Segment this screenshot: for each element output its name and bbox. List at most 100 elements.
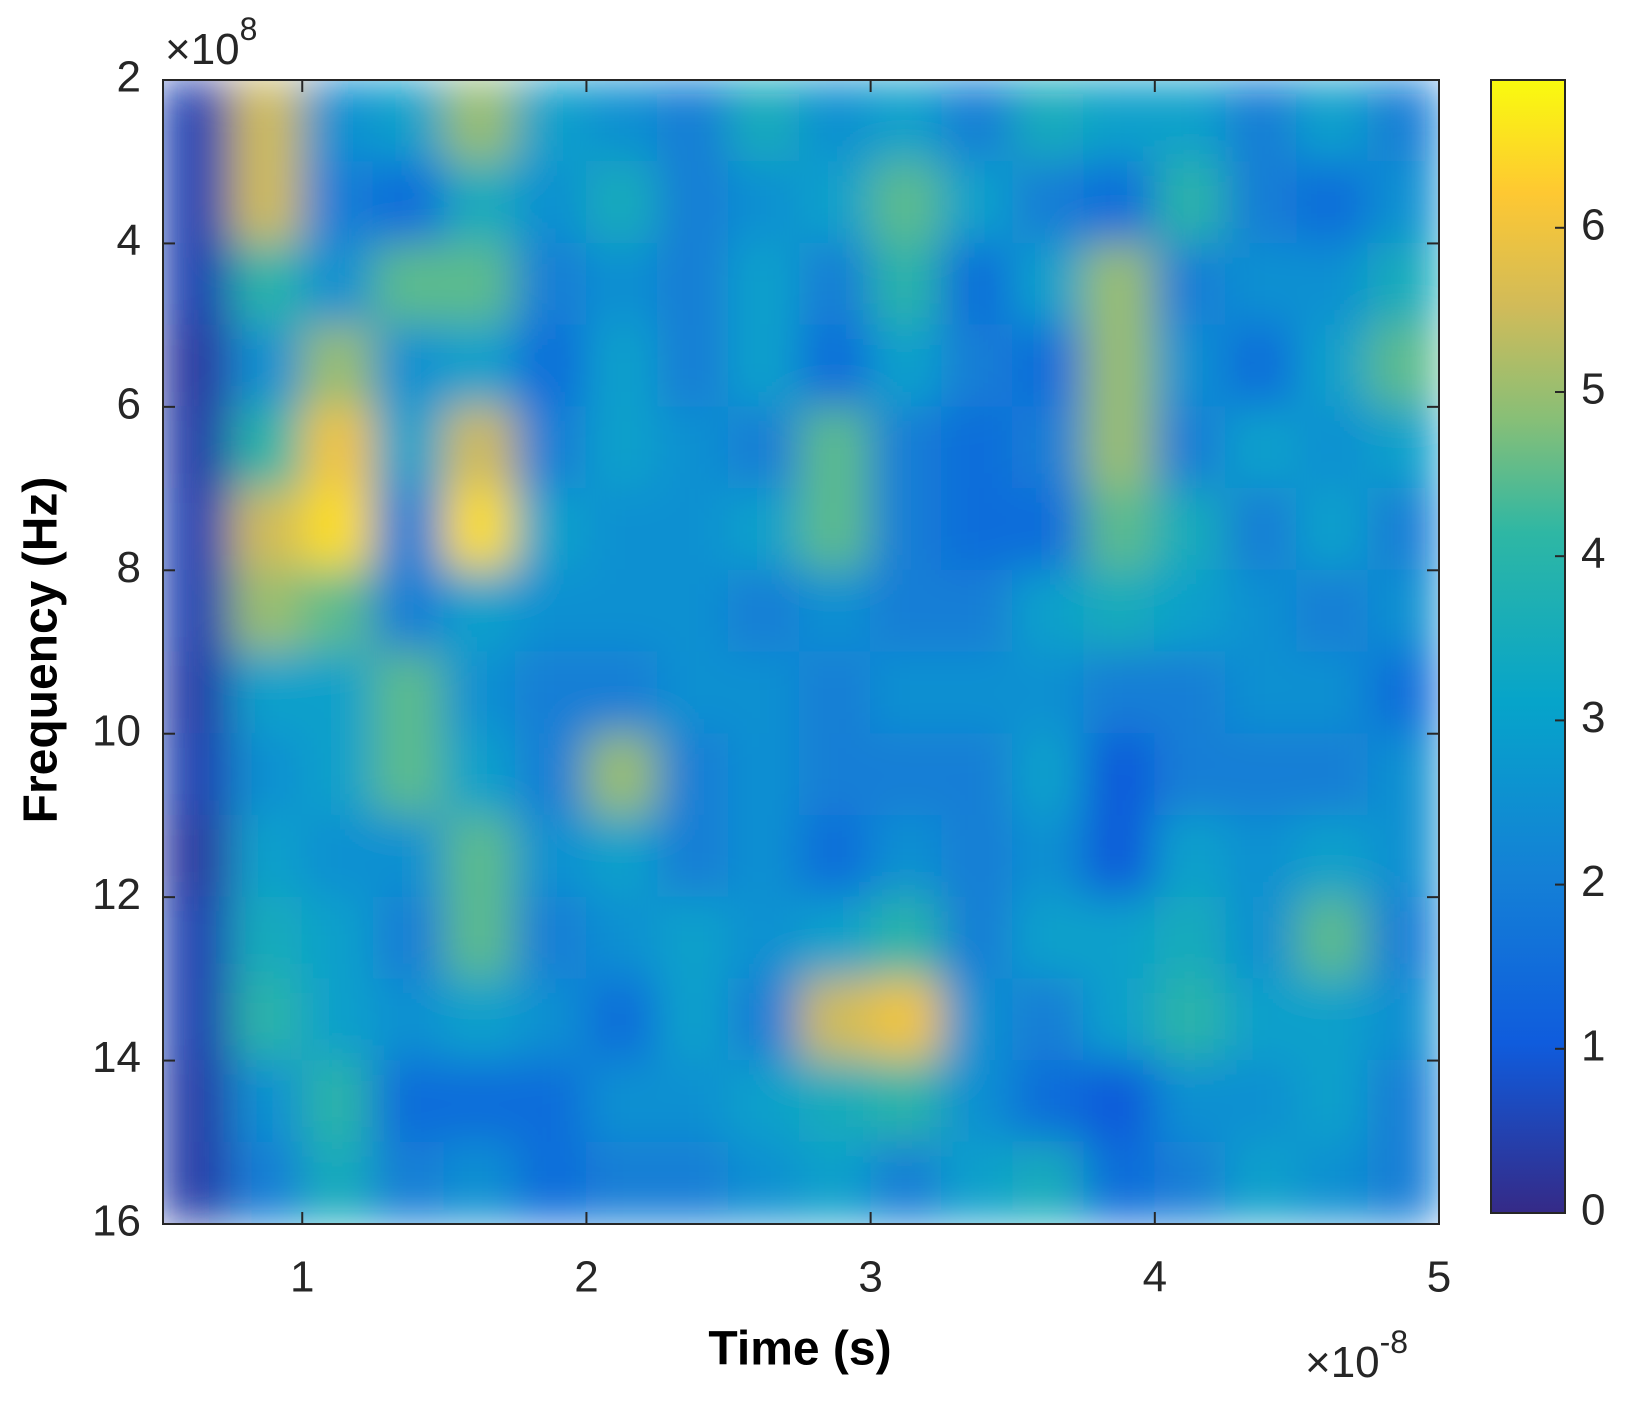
heatmap-cell bbox=[301, 896, 374, 980]
colorbar-tick-label: 5 bbox=[1581, 365, 1605, 414]
colorbar-tick-label: 1 bbox=[1581, 1021, 1605, 1070]
axes-box bbox=[162, 79, 1440, 1225]
y-multiplier-base: ×10 bbox=[165, 25, 240, 74]
heatmap-cell bbox=[585, 406, 658, 490]
heatmap-cell bbox=[799, 161, 872, 244]
heatmap-cell bbox=[870, 406, 943, 490]
heatmap-cell bbox=[799, 406, 872, 490]
heatmap-cell bbox=[301, 651, 374, 735]
heatmap-cell bbox=[870, 1141, 943, 1224]
heatmap-cell bbox=[1225, 488, 1298, 571]
heatmap-cell bbox=[585, 651, 658, 735]
x-axis-label: Time (s) bbox=[708, 1323, 891, 1376]
heatmap-cell bbox=[163, 896, 232, 980]
heatmap-cell bbox=[1012, 569, 1085, 653]
heatmap-cell bbox=[1083, 242, 1156, 326]
heatmap-cell bbox=[585, 324, 658, 408]
heatmap-cell bbox=[1012, 242, 1085, 326]
heatmap-cell bbox=[870, 1060, 943, 1143]
heatmap-cell bbox=[1367, 324, 1439, 408]
heatmap-cell bbox=[870, 569, 943, 653]
heatmap-cell bbox=[728, 1141, 801, 1224]
heatmap-cell bbox=[585, 896, 658, 980]
heatmap-cell bbox=[1083, 651, 1156, 735]
heatmap-cell bbox=[1083, 1141, 1156, 1224]
heatmap-cell bbox=[1225, 733, 1298, 816]
heatmap-cell bbox=[1083, 161, 1156, 244]
heatmap-cell bbox=[230, 1141, 303, 1224]
heatmap-cell bbox=[1367, 80, 1439, 163]
colorbar-tick-label: 6 bbox=[1581, 200, 1605, 249]
heatmap-cell bbox=[1367, 406, 1439, 490]
heatmap-cell bbox=[1012, 488, 1085, 571]
heatmap-cell bbox=[301, 80, 374, 163]
heatmap-cell bbox=[1154, 161, 1227, 244]
heatmap-cell bbox=[301, 1141, 374, 1224]
heatmap-cell bbox=[1154, 733, 1227, 816]
heatmap-cell bbox=[1225, 569, 1298, 653]
heatmap-cell bbox=[1154, 896, 1227, 980]
x-tick-label: 2 bbox=[574, 1253, 598, 1302]
heatmap-cell bbox=[1083, 488, 1156, 571]
heatmap-cell bbox=[656, 324, 730, 408]
heatmap-cell bbox=[728, 1060, 801, 1143]
heatmap-cell bbox=[728, 651, 801, 735]
heatmap-cell bbox=[1225, 978, 1298, 1062]
heatmap-cell bbox=[372, 242, 445, 326]
heatmap-cell bbox=[1296, 896, 1369, 980]
heatmap-cell bbox=[1083, 978, 1156, 1062]
heatmap-cell bbox=[1154, 1141, 1227, 1224]
heatmap-cell bbox=[1296, 1060, 1369, 1143]
heatmap-cell bbox=[799, 569, 872, 653]
heatmap-cell bbox=[1012, 406, 1085, 490]
heatmap-cell bbox=[1083, 733, 1156, 816]
heatmap-cell bbox=[1154, 80, 1227, 163]
heatmap-cell bbox=[1367, 242, 1439, 326]
heatmap-cell bbox=[163, 1141, 232, 1224]
heatmap-cell bbox=[870, 80, 943, 163]
heatmap-cell bbox=[230, 161, 303, 244]
heatmap-cell bbox=[514, 1141, 587, 1224]
heatmap-cell bbox=[728, 733, 801, 816]
heatmap-cell bbox=[230, 896, 303, 980]
heatmap-cell bbox=[443, 80, 516, 163]
heatmap-cell bbox=[372, 161, 445, 244]
heatmap-cell bbox=[1296, 1141, 1369, 1224]
heatmap-cell bbox=[301, 814, 374, 898]
heatmap-cell bbox=[941, 324, 1014, 408]
heatmap-cell bbox=[163, 80, 232, 163]
heatmap-cell bbox=[585, 569, 658, 653]
heatmap-cell bbox=[941, 242, 1014, 326]
heatmap-cell bbox=[372, 80, 445, 163]
heatmap-cell bbox=[1154, 651, 1227, 735]
heatmap-cell bbox=[1225, 1141, 1298, 1224]
heatmap-cell bbox=[443, 242, 516, 326]
heatmap-cell bbox=[372, 978, 445, 1062]
y-tick-label: 12 bbox=[92, 870, 141, 919]
y-multiplier: ×108 bbox=[165, 11, 257, 73]
heatmap-cell bbox=[799, 242, 872, 326]
heatmap-cell bbox=[1296, 814, 1369, 898]
heatmap-cell bbox=[1154, 814, 1227, 898]
heatmap-cell bbox=[1154, 1060, 1227, 1143]
heatmap-cell bbox=[799, 488, 872, 571]
heatmap-cell bbox=[301, 978, 374, 1062]
heatmap-cell bbox=[870, 651, 943, 735]
heatmap-cell bbox=[230, 488, 303, 571]
y-tick-label: 14 bbox=[92, 1033, 141, 1082]
heatmap-cell bbox=[1225, 161, 1298, 244]
heatmap-cell bbox=[728, 406, 801, 490]
heatmap-cell bbox=[870, 324, 943, 408]
heatmap-cell bbox=[301, 1060, 374, 1143]
heatmap-cell bbox=[1367, 978, 1439, 1062]
heatmap-cell bbox=[870, 488, 943, 571]
y-tick-label: 8 bbox=[117, 543, 141, 592]
heatmap-cell bbox=[1154, 242, 1227, 326]
heatmap-cell bbox=[372, 1141, 445, 1224]
heatmap-cell bbox=[230, 733, 303, 816]
heatmap-cell bbox=[941, 80, 1014, 163]
heatmap-cell bbox=[372, 896, 445, 980]
heatmap-cell bbox=[372, 406, 445, 490]
x-multiplier: ×10-8 bbox=[1305, 1324, 1408, 1386]
heatmap-cell bbox=[443, 896, 516, 980]
